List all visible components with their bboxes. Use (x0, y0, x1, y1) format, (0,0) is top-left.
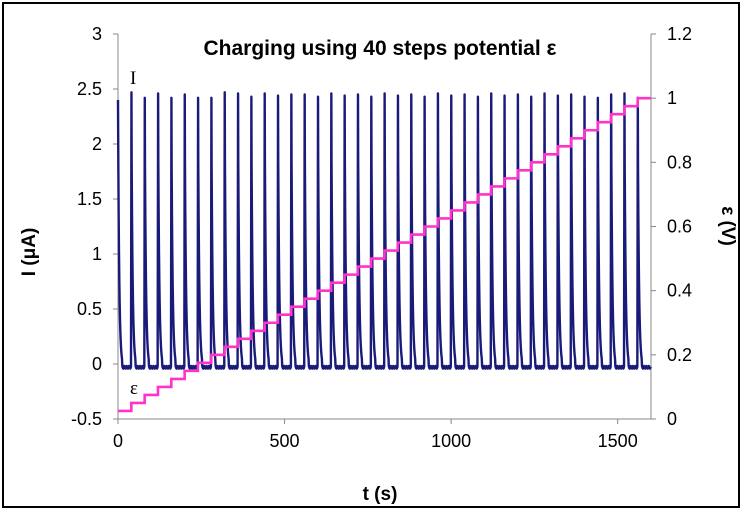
y-right-tick-label: 0.2 (667, 345, 692, 365)
y-right-tick-label: 0.6 (667, 217, 692, 237)
y-left-tick-label: -0.5 (71, 409, 102, 429)
y-left-tick-label: 0 (92, 354, 102, 374)
y-left-tick-label: 0.5 (77, 299, 102, 319)
y-right-tick-label: 0.8 (667, 152, 692, 172)
y-right-tick-label: 0.4 (667, 281, 692, 301)
chart-title: Charging using 40 steps potential ε (203, 37, 556, 60)
y-right-tick-label: 1.2 (667, 24, 692, 44)
series-label-current: I (130, 68, 136, 89)
y-left-tick-label: 2 (92, 134, 102, 154)
y-left-tick-label: 2.5 (77, 79, 102, 99)
y-left-tick-label: 1 (92, 244, 102, 264)
y-right-tick-label: 1 (667, 88, 677, 108)
x-axis-title: t (s) (363, 484, 398, 505)
y-left-axis-title: I (μA) (19, 228, 40, 277)
x-tick-label: 0 (113, 431, 123, 451)
y-right-tick-label: 0 (667, 409, 677, 429)
series-line-potential (118, 96, 651, 413)
series-line-current (116, 91, 652, 370)
y-left-tick-label: 3 (92, 24, 102, 44)
x-tick-label: 1000 (431, 431, 471, 451)
y-left-tick-label: 1.5 (77, 189, 102, 209)
x-tick-label: 1500 (598, 431, 638, 451)
x-tick-label: 500 (270, 431, 300, 451)
y-right-axis-title: ε (V) (717, 206, 738, 246)
series-label-potential: ε (130, 378, 138, 399)
